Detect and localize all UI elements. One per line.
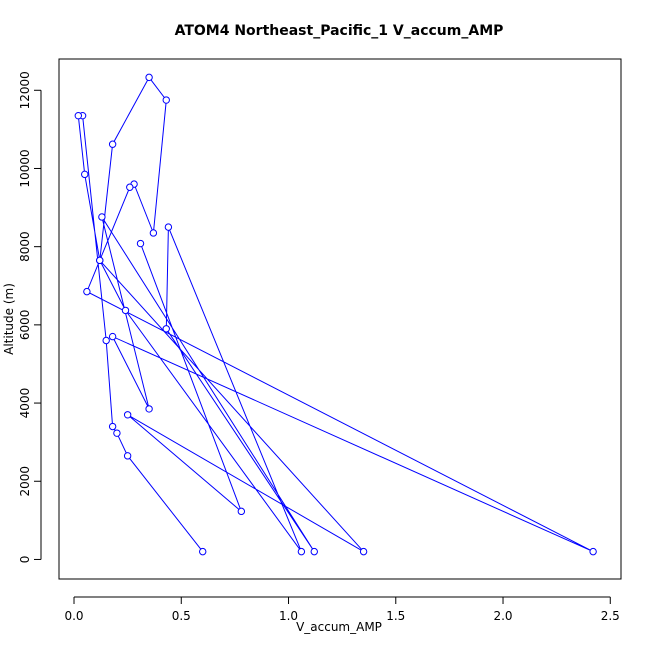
data-point [102,336,110,345]
chart-title: ATOM4 Northeast_Pacific_1 V_accum_AMP [175,23,504,39]
data-point [145,405,153,413]
plot-frame [58,58,622,580]
x-tick-label: 0.5 [172,609,191,623]
data-point [81,170,89,179]
data-point [121,306,130,315]
data-point [162,325,170,333]
data-point [297,547,306,556]
data-point [108,140,117,148]
y-tick-label: 10000 [18,149,32,187]
data-point [162,96,170,104]
y-axis-label: Altitude (m) [2,283,16,355]
y-tick-label: 0 [18,556,32,564]
data-point [98,213,106,221]
data-point [96,256,104,265]
data-series [74,73,597,556]
data-point [108,332,117,341]
data-point [83,287,91,296]
data-point [149,229,158,237]
data-point [126,183,134,191]
data-point [123,411,132,419]
x-tick-label: 0.0 [64,609,83,623]
x-tick-label: 2.5 [601,609,620,623]
y-axis: 0 2000 4000 6000 8000 10000 12000 [18,71,42,564]
x-axis: 0.0 0.5 1.0 1.5 2.0 2.5 [64,596,620,623]
data-point [108,422,117,431]
data-point [113,429,121,437]
data-point [136,239,145,248]
data-point [74,111,83,120]
data-point [310,547,318,556]
x-tick-label: 1.5 [386,609,405,623]
data-point [123,452,132,460]
y-tick-label: 12000 [18,71,32,109]
data-point [145,73,153,82]
y-tick-label: 6000 [18,310,32,341]
data-point [589,547,597,556]
data-point [237,507,246,516]
x-tick-label: 1.0 [279,609,298,623]
y-tick-label: 2000 [18,466,32,497]
data-point [199,547,207,556]
data-point [164,223,173,231]
data-point [359,547,368,556]
y-tick-label: 8000 [18,231,32,262]
y-tick-label: 4000 [18,388,32,419]
series-line [77,76,594,553]
x-tick-label: 2.0 [493,609,512,623]
x-axis-label: V_accum_AMP [296,620,382,634]
